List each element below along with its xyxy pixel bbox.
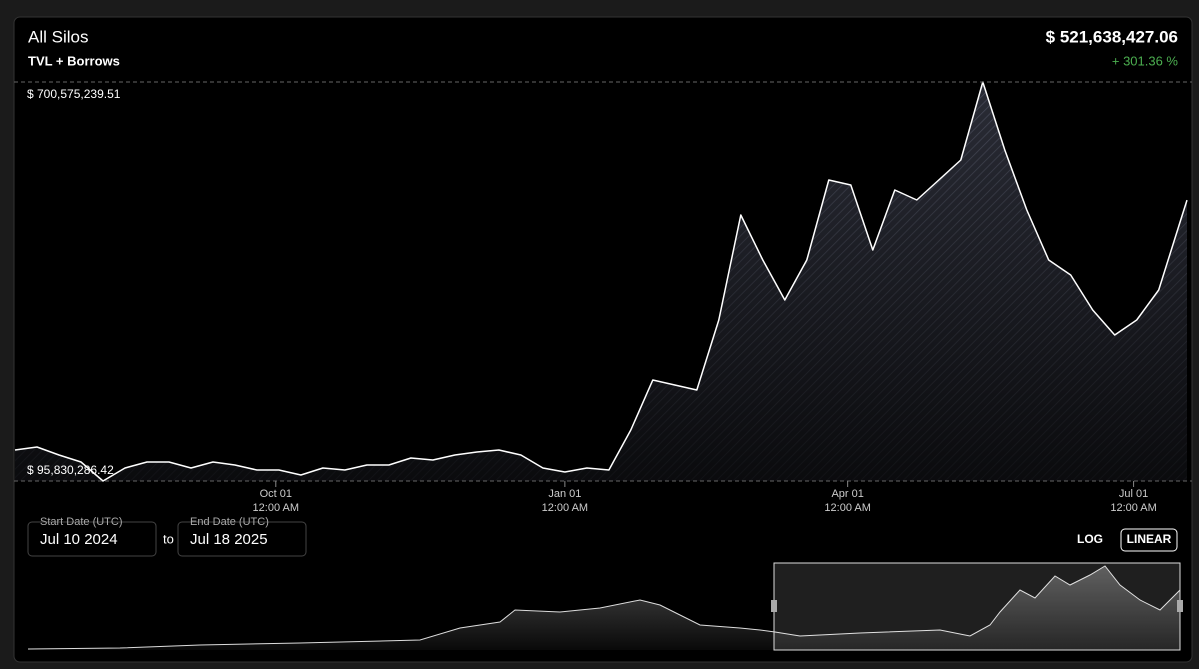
x-tick-time: 12:00 AM: [1110, 502, 1156, 514]
navigator-handle[interactable]: [1177, 600, 1183, 612]
end-date-box[interactable]: [177, 521, 307, 557]
navigator: [27, 562, 1183, 651]
log-button[interactable]: LOG: [1077, 532, 1103, 546]
x-tick-time: 12:00 AM: [253, 502, 299, 514]
subtitle: TVL + Borrows: [28, 53, 120, 68]
navigator-area: [28, 566, 1180, 650]
y-tick-label: $ 95,830,286.42: [27, 463, 114, 477]
line: [14, 81, 1188, 482]
y-tick-label: $ 700,575,239.51: [27, 87, 121, 101]
end-date-label: End Date (UTC): [190, 516, 269, 528]
x-tick-label: Jul 01: [1119, 488, 1148, 500]
x-tick-label: Jan 01: [548, 488, 581, 500]
linear-button-box[interactable]: [1120, 528, 1178, 552]
start-date-label: Start Date (UTC): [40, 516, 123, 528]
separator: to: [163, 531, 174, 546]
navigator-handle[interactable]: [771, 600, 777, 612]
current-value: $ 521,638,427.06: [1046, 27, 1178, 46]
title: All Silos: [28, 27, 88, 46]
card: [13, 16, 1193, 663]
start-date-box[interactable]: [27, 521, 157, 557]
x-tick-label: Oct 01: [260, 488, 292, 500]
x-tick-time: 12:00 AM: [542, 502, 588, 514]
x-tick-label: Apr 01: [831, 488, 863, 500]
start-date-value[interactable]: Jul 10 2024: [40, 531, 118, 548]
x-tick-time: 12:00 AM: [824, 502, 870, 514]
area-fade: [15, 82, 1187, 481]
change: + 301.36 %: [1112, 53, 1179, 68]
end-date-value[interactable]: Jul 18 2025: [190, 531, 268, 548]
linear-button[interactable]: LINEAR: [1127, 532, 1172, 546]
navigator-line: [27, 565, 1181, 650]
plot: $ 95,830,286.42 $ 700,575,239.51 Oct 01 12:…: [14, 81, 1192, 514]
navigator-window[interactable]: [773, 562, 1181, 651]
